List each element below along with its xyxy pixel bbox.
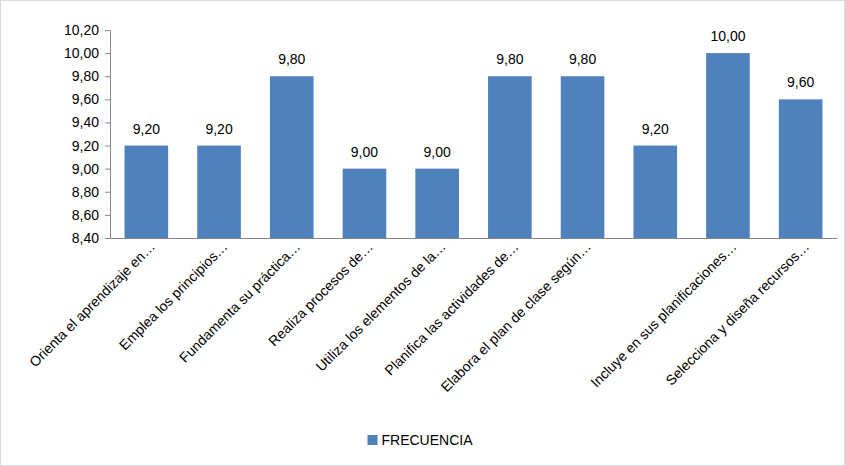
y-tick-label: 8,60 [72,207,99,223]
x-tick: Utiliza los elementos de la… [313,238,449,374]
y-tick: 9,40 [72,114,110,130]
data-label: 9,00 [424,144,451,160]
bar [561,76,605,238]
bar [415,169,459,238]
y-tick-label: 9,80 [72,68,99,84]
bar [706,53,750,238]
legend-swatch [368,435,378,445]
y-tick-label: 10,00 [64,45,99,61]
x-tick: Elabora el plan de clase según… [438,238,595,395]
x-tick: Planifica las actividades de… [381,238,521,378]
x-tick-label: Utiliza los elementos de la… [313,238,449,374]
y-axis: 8,40 8,60 8,80 9,00 9,20 9,40 9,60 9,80 10,00 10,… [64,22,111,246]
y-tick-mark [105,53,110,54]
y-tick-mark [105,99,110,100]
y-tick-mark [105,122,110,123]
data-label: 9,60 [787,74,814,90]
bar [197,146,241,238]
bar [633,146,677,238]
y-tick: 10,00 [64,45,110,61]
y-tick-mark [105,215,110,216]
y-tick-label: 9,20 [72,138,99,154]
bar [125,146,169,238]
y-tick: 10,20 [64,22,110,38]
y-tick-label: 8,80 [72,184,99,200]
data-label: 9,80 [496,51,523,67]
y-tick: 9,60 [72,91,110,107]
data-label: 9,20 [642,121,669,137]
x-tick-label: Selecciona y diseña recursos… [662,238,812,388]
x-tick-label: Planifica las actividades de… [381,238,521,378]
y-tick: 9,20 [72,138,110,154]
data-label: 10,00 [710,28,745,44]
bars [125,53,823,238]
x-tick: Orienta el aprendizaje en… [26,238,158,370]
y-tick: 9,00 [72,161,110,177]
data-label: 9,20 [133,121,160,137]
chart: 8,40 8,60 8,80 9,00 9,20 9,40 9,60 9,80 10,00 10,… [0,0,845,466]
data-labels: 9,20 9,20 9,80 9,00 9,00 9,80 9,80 9,20 10,00 9,6… [133,28,815,160]
y-tick-label: 9,00 [72,161,99,177]
x-tick-label: Elabora el plan de clase según… [438,238,595,395]
x-tick: Incluye en sus planificaciones… [587,238,739,390]
x-axis: Orienta el aprendizaje en…Emplea los pri… [26,238,837,395]
y-tick-mark [105,192,110,193]
y-tick-label: 8,40 [72,230,99,246]
y-tick-label: 9,60 [72,91,99,107]
legend: FRECUENCIA [368,432,474,448]
plot: 8,40 8,60 8,80 9,00 9,20 9,40 9,60 9,80 10,00 10,… [26,22,837,395]
y-tick: 8,80 [72,184,110,200]
bar [779,99,823,238]
x-tick: Fundamenta su práctica… [176,238,303,365]
data-label: 9,80 [278,51,305,67]
x-tick-label: Orienta el aprendizaje en… [26,238,158,370]
legend-label: FRECUENCIA [382,432,474,448]
x-tick-label: Incluye en sus planificaciones… [587,238,739,390]
bar [343,169,387,238]
data-label: 9,20 [205,121,232,137]
y-tick-mark [105,30,110,31]
y-tick: 8,40 [72,230,110,246]
chart-frame [1,1,845,466]
y-axis-line [105,31,111,239]
data-label: 9,00 [351,144,378,160]
bar [488,76,532,238]
y-tick-label: 10,20 [64,22,99,38]
data-label: 9,80 [569,51,596,67]
y-tick: 8,60 [72,207,110,223]
y-tick: 9,80 [72,68,110,84]
y-tick-mark [105,76,110,77]
y-tick-label: 9,40 [72,114,99,130]
y-tick-mark [105,169,110,170]
bar [270,76,314,238]
x-tick-label: Fundamenta su práctica… [176,238,303,365]
y-tick-mark [105,146,110,147]
x-tick: Selecciona y diseña recursos… [662,238,812,388]
y-tick-mark [105,238,110,239]
